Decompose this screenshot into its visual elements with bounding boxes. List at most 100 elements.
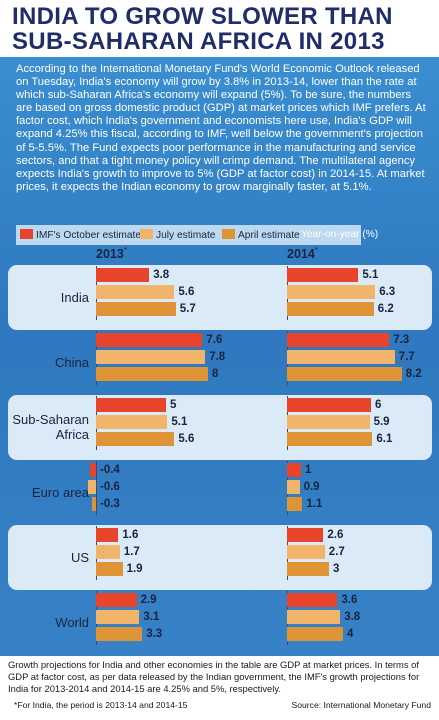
bar-world-2014-april-estimate: [287, 627, 343, 641]
category-label-line: Euro area: [31, 484, 89, 500]
data-label-world-2013-imf-s-october-estimate: 2.9: [140, 594, 157, 606]
bar-sub-saharan-africa-2014-july-estimate: [287, 415, 370, 429]
zero-axis-2013: [96, 461, 97, 515]
legend-label-april: April estimate: [238, 230, 300, 241]
bar-us-2014-april-estimate: [287, 562, 329, 576]
title-line-2: SUB-SAHARAN AFRICA IN 2013: [12, 28, 385, 55]
data-label-us-2013-july-estimate: 1.7: [123, 546, 140, 558]
data-label-sub-saharan-africa-2013-april-estimate: 5.6: [178, 433, 195, 445]
data-label-world-2014-imf-s-october-estimate: 3.6: [341, 594, 358, 606]
bar-us-2014-imf-s-october-estimate: [287, 528, 324, 542]
bar-india-2014-april-estimate: [287, 302, 374, 316]
legend-item-october: IMF's October estimate: [20, 229, 141, 241]
data-label-us-2014-imf-s-october-estimate: 2.6: [327, 529, 344, 541]
panel-label-2014-text: 2014: [287, 247, 315, 262]
bar-sub-saharan-africa-2013-imf-s-october-estimate: [96, 398, 166, 412]
bar-euro-area-2014-imf-s-october-estimate: [287, 463, 301, 477]
bar-sub-saharan-africa-2013-april-estimate: [96, 432, 175, 446]
data-label-us-2014-april-estimate: 3: [333, 563, 340, 575]
title-block: INDIA TO GROW SLOWER THAN SUB-SAHARAN AF…: [0, 0, 439, 56]
data-label-world-2013-july-estimate: 3.1: [143, 611, 160, 623]
bar-sub-saharan-africa-2014-april-estimate: [287, 432, 373, 446]
data-label-euro-area-2014-april-estimate: 1.1: [306, 498, 323, 510]
legend-box: [16, 225, 361, 245]
bar-world-2014-imf-s-october-estimate: [287, 593, 338, 607]
unit-label: Year-on-year (%): [301, 229, 379, 240]
data-label-us-2013-april-estimate: 1.9: [126, 563, 143, 575]
category-label-line: Sub-Saharan: [12, 412, 89, 427]
legend-swatch-july: [140, 229, 153, 239]
source: Source: International Monetary Fund: [291, 700, 432, 710]
bar-india-2014-imf-s-october-estimate: [287, 268, 359, 282]
bar-china-2014-imf-s-october-estimate: [287, 333, 390, 347]
bar-world-2013-april-estimate: [96, 627, 143, 641]
data-label-india-2013-imf-s-october-estimate: 3.8: [153, 269, 170, 281]
data-label-euro-area-2014-imf-s-october-estimate: 1: [305, 464, 312, 476]
bar-world-2013-imf-s-october-estimate: [96, 593, 137, 607]
bar-us-2013-april-estimate: [96, 562, 123, 576]
data-label-sub-saharan-africa-2014-imf-s-october-estimate: 6: [375, 399, 382, 411]
bar-india-2013-july-estimate: [96, 285, 175, 299]
bar-euro-area-2013-july-estimate: [87, 480, 96, 494]
legend-item-april: April estimate: [222, 229, 300, 241]
data-label-sub-saharan-africa-2014-april-estimate: 6.1: [376, 433, 393, 445]
data-label-euro-area-2014-july-estimate: 0.9: [303, 481, 320, 493]
data-label-india-2014-imf-s-october-estimate: 5.1: [362, 269, 379, 281]
intro-text: According to the International Monetary …: [16, 63, 426, 193]
bar-world-2013-july-estimate: [96, 610, 140, 624]
data-label-india-2013-april-estimate: 5.7: [179, 303, 196, 315]
footer-note: Growth projections for India and other e…: [8, 659, 420, 694]
footer: Growth projections for India and other e…: [0, 656, 439, 720]
bar-world-2014-july-estimate: [287, 610, 341, 624]
bar-sub-saharan-africa-2014-imf-s-october-estimate: [287, 398, 371, 412]
bar-china-2013-imf-s-october-estimate: [96, 333, 203, 347]
bar-china-2013-april-estimate: [96, 367, 208, 381]
data-label-china-2014-july-estimate: 7.7: [398, 351, 415, 363]
data-label-china-2014-imf-s-october-estimate: 7.3: [393, 334, 410, 346]
bar-euro-area-2014-july-estimate: [287, 480, 300, 494]
panel-label-2013-mark: *: [123, 246, 127, 255]
panel-label-2013: 2013*: [96, 246, 127, 261]
data-label-india-2014-july-estimate: 6.3: [379, 286, 396, 298]
category-label-line: China: [55, 354, 89, 370]
data-label-euro-area-2013-imf-s-october-estimate: -0.4: [100, 464, 120, 476]
category-label-line: Africa: [55, 427, 89, 442]
data-label-china-2013-april-estimate: 8: [212, 368, 219, 380]
category-label-line: World: [55, 614, 89, 630]
data-label-china-2014-april-estimate: 8.2: [405, 368, 422, 380]
legend-label-october: IMF's October estimate: [36, 230, 141, 241]
category-label-euro-area: Euro area: [32, 485, 89, 500]
data-label-sub-saharan-africa-2014-july-estimate: 5.9: [373, 416, 390, 428]
bar-china-2014-july-estimate: [287, 350, 395, 364]
bar-euro-area-2013-imf-s-october-estimate: [90, 463, 96, 477]
data-label-china-2013-imf-s-october-estimate: 7.6: [206, 334, 223, 346]
bar-china-2014-april-estimate: [287, 367, 402, 381]
bar-china-2013-july-estimate: [96, 350, 206, 364]
data-label-world-2013-april-estimate: 3.3: [146, 628, 163, 640]
category-label-line: US: [70, 549, 89, 565]
data-label-world-2014-july-estimate: 3.8: [344, 611, 361, 623]
category-label-world: World: [55, 615, 89, 630]
row-background-us: [8, 525, 432, 590]
legend-label-july: July estimate: [156, 230, 216, 241]
data-label-sub-saharan-africa-2013-imf-s-october-estimate: 5: [170, 399, 177, 411]
panel-label-2014: 2014*: [287, 246, 318, 261]
bar-us-2013-imf-s-october-estimate: [96, 528, 119, 542]
data-label-euro-area-2013-july-estimate: -0.6: [100, 481, 120, 493]
category-label-india: India: [61, 290, 89, 305]
category-label-sub-saharan-africa: Sub-Saharan Africa: [12, 412, 89, 442]
legend-item-july: July estimate: [140, 229, 215, 241]
bar-euro-area-2013-april-estimate: [91, 497, 96, 511]
bar-us-2013-july-estimate: [96, 545, 120, 559]
panel-label-2014-mark: *: [314, 246, 318, 255]
data-label-world-2014-april-estimate: 4: [347, 628, 354, 640]
legend-swatch-april: [222, 229, 235, 239]
category-label-us: US: [71, 550, 89, 565]
panel-label-2013-text: 2013: [96, 247, 124, 262]
bar-sub-saharan-africa-2013-july-estimate: [96, 415, 168, 429]
data-label-india-2014-april-estimate: 6.2: [377, 303, 394, 315]
data-label-euro-area-2013-april-estimate: -0.3: [100, 498, 120, 510]
data-label-sub-saharan-africa-2013-july-estimate: 5.1: [171, 416, 188, 428]
footnote: *For India, the period is 2013-14 and 20…: [14, 700, 188, 710]
